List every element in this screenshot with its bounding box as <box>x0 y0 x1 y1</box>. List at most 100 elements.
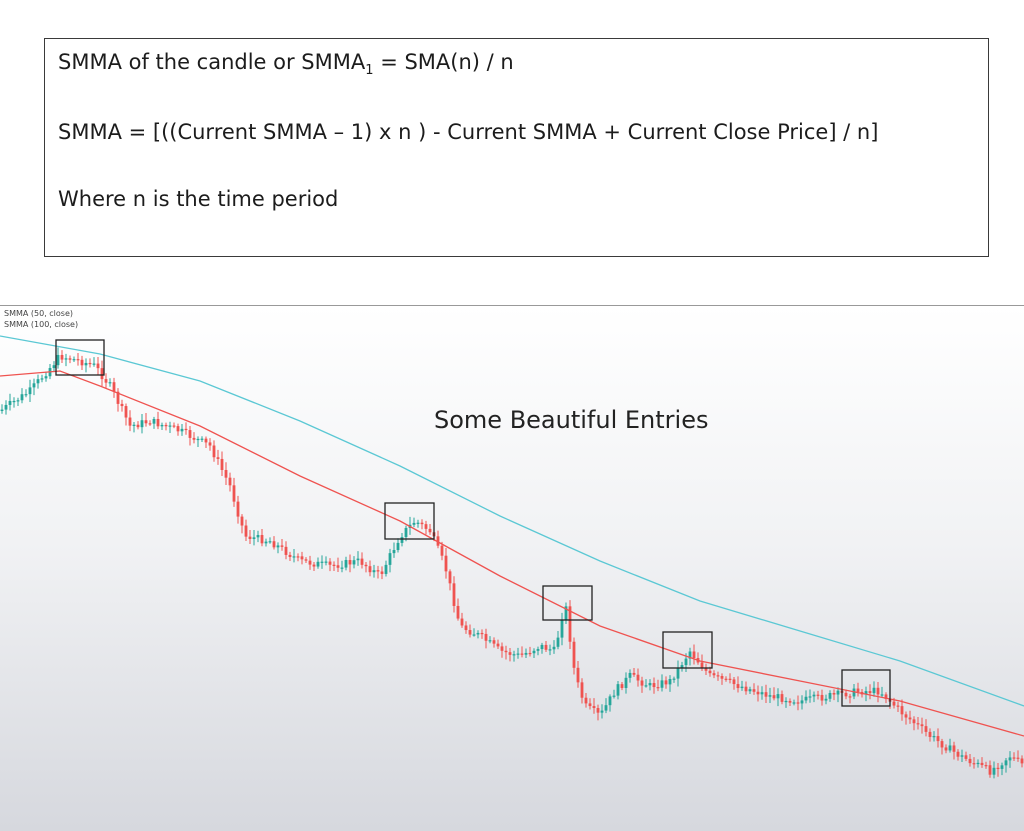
candle-body <box>828 692 832 699</box>
candle-body <box>264 541 268 544</box>
candle-body <box>876 687 880 695</box>
candle-body <box>612 695 616 697</box>
candle-body <box>496 643 500 647</box>
candle-body <box>640 680 644 686</box>
candle-body <box>72 359 76 361</box>
candle-body <box>400 537 404 543</box>
candle-body <box>196 438 200 441</box>
candle-body <box>80 359 84 366</box>
candle-body <box>232 485 236 502</box>
candle-body <box>472 634 476 636</box>
candle-body <box>1000 765 1004 769</box>
candle-body <box>256 535 260 538</box>
candle-body <box>984 765 988 767</box>
candle-body <box>12 400 16 403</box>
candle-body <box>376 570 380 572</box>
candle-body <box>528 652 532 655</box>
candle-body <box>784 700 788 703</box>
legend-smma-50: SMMA (50, close) <box>4 309 74 318</box>
candle-body <box>296 556 300 558</box>
candle-body <box>512 654 516 656</box>
candle-body <box>16 400 20 402</box>
candle-body <box>76 359 80 361</box>
candle-body <box>712 673 716 676</box>
candle-body <box>964 755 968 759</box>
candle-body <box>88 362 92 365</box>
candle-body <box>144 420 148 424</box>
chart-canvas <box>0 335 1024 779</box>
candle-body <box>764 692 768 697</box>
candle-body <box>560 619 564 638</box>
candle-body <box>632 672 636 675</box>
candle-body <box>580 682 584 698</box>
candle-body <box>100 368 104 380</box>
candle-body <box>436 536 440 546</box>
candle-body <box>168 425 172 427</box>
candle-body <box>800 700 804 704</box>
candle-body <box>340 567 344 569</box>
candle-body <box>40 378 44 380</box>
candle-body <box>852 688 856 697</box>
candle-body <box>360 558 364 565</box>
candle-body <box>32 383 36 388</box>
candle-body <box>68 358 72 360</box>
candle-body <box>92 363 96 365</box>
candle-body <box>484 633 488 641</box>
candle-body <box>368 566 372 573</box>
candle-body <box>864 691 868 695</box>
candle-body <box>996 767 1000 770</box>
candle-body <box>816 694 820 696</box>
candle-body <box>960 755 964 757</box>
candle-body <box>64 358 68 360</box>
candle-body <box>380 571 384 574</box>
candle-body <box>428 528 432 533</box>
candle-body <box>952 745 956 752</box>
candle-body <box>776 694 780 699</box>
candle-body <box>936 736 940 742</box>
candle-body <box>880 694 884 696</box>
candle-body <box>372 570 376 573</box>
candle-body <box>404 527 408 538</box>
candle-body <box>452 583 456 606</box>
chart-annotation: Some Beautiful Entries <box>434 406 709 434</box>
formula-box: SMMA of the candle or SMMA1 = SMA(n) / n… <box>44 38 989 257</box>
candle-body <box>4 404 8 410</box>
candle-body <box>636 674 640 681</box>
candle-body <box>236 501 240 517</box>
formula-line-1: SMMA of the candle or SMMA1 = SMA(n) / n <box>58 50 514 78</box>
candle-body <box>212 445 216 458</box>
formula-line-1-suffix: = SMA(n) / n <box>373 50 514 74</box>
candle-body <box>260 535 264 544</box>
entry-box <box>384 502 435 540</box>
candle-body <box>644 685 648 687</box>
candle-body <box>272 541 276 548</box>
candle-body <box>312 564 316 567</box>
candle-body <box>672 678 676 680</box>
candle-body <box>216 457 220 459</box>
candle-body <box>744 686 748 692</box>
candle-body <box>596 708 600 713</box>
candle-body <box>868 691 872 694</box>
candle-body <box>752 689 756 692</box>
candle-body <box>684 658 688 666</box>
candle-body <box>480 632 484 635</box>
candle-body <box>884 694 888 700</box>
candle-body <box>804 696 808 701</box>
candle-body <box>248 536 252 540</box>
candle-body <box>20 394 24 401</box>
candle-body <box>832 692 836 695</box>
candle-body <box>420 522 424 525</box>
candle-body <box>1012 757 1016 759</box>
candle-body <box>344 560 348 568</box>
candle-body <box>492 640 496 644</box>
candle-body <box>980 762 984 766</box>
candle-body <box>536 649 540 651</box>
entry-box <box>55 339 105 376</box>
candle-body <box>532 650 536 654</box>
candle-body <box>1020 758 1024 764</box>
candle-body <box>224 469 228 478</box>
candle-body <box>244 525 248 537</box>
candle-body <box>320 561 324 563</box>
candle-body <box>660 680 664 688</box>
candle-body <box>220 458 224 470</box>
